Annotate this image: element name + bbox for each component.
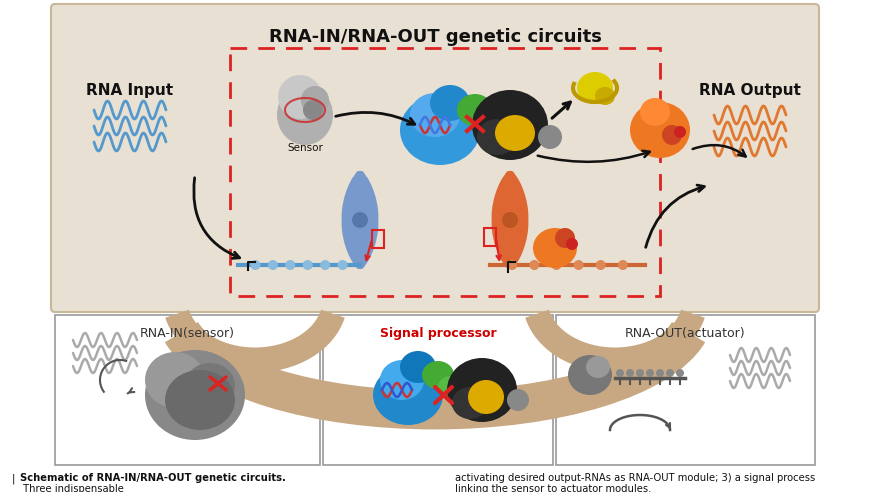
Ellipse shape (352, 212, 368, 228)
Ellipse shape (573, 260, 583, 270)
Ellipse shape (491, 171, 516, 229)
Text: RNA-IN/RNA-OUT genetic circuits: RNA-IN/RNA-OUT genetic circuits (269, 28, 600, 46)
Ellipse shape (617, 260, 627, 270)
Text: RNA-OUT(actuator): RNA-OUT(actuator) (625, 327, 745, 339)
Ellipse shape (554, 228, 574, 248)
Ellipse shape (675, 369, 683, 377)
Text: activating desired output-RNAs as RNA-OUT module; 3) a signal process: activating desired output-RNAs as RNA-OU… (454, 473, 814, 483)
Ellipse shape (250, 260, 260, 270)
Text: Schematic of RNA-IN/RNA-OUT genetic circuits.: Schematic of RNA-IN/RNA-OUT genetic circ… (20, 473, 286, 483)
Ellipse shape (501, 212, 517, 228)
Ellipse shape (373, 365, 442, 425)
Ellipse shape (661, 125, 681, 145)
Ellipse shape (551, 260, 561, 270)
Ellipse shape (302, 100, 322, 120)
Text: Signal processor: Signal processor (379, 327, 495, 339)
Ellipse shape (567, 355, 611, 395)
Ellipse shape (476, 119, 516, 155)
Ellipse shape (594, 87, 614, 105)
Ellipse shape (320, 260, 329, 270)
Ellipse shape (278, 75, 322, 119)
Text: |: | (12, 473, 18, 484)
Ellipse shape (337, 260, 348, 270)
Ellipse shape (615, 369, 623, 377)
Text: Sensor: Sensor (287, 143, 322, 153)
Ellipse shape (468, 380, 503, 414)
Ellipse shape (353, 171, 378, 229)
Ellipse shape (576, 72, 613, 104)
Ellipse shape (268, 260, 277, 270)
Ellipse shape (472, 90, 547, 160)
Ellipse shape (409, 93, 460, 137)
Ellipse shape (586, 356, 609, 378)
Ellipse shape (380, 360, 423, 400)
Ellipse shape (452, 387, 488, 419)
FancyBboxPatch shape (51, 4, 818, 312)
Bar (55, 315, 320, 465)
Ellipse shape (503, 211, 527, 269)
Text: RNA Output: RNA Output (699, 83, 800, 97)
Ellipse shape (301, 86, 328, 114)
Ellipse shape (437, 376, 461, 398)
Bar (483, 228, 495, 246)
Ellipse shape (655, 369, 663, 377)
Ellipse shape (145, 350, 245, 440)
Ellipse shape (302, 260, 312, 270)
Text: RNA Input: RNA Input (86, 83, 173, 97)
Bar (555, 315, 814, 465)
Ellipse shape (507, 260, 516, 270)
Bar (322, 315, 553, 465)
Text: linking the sensor to actuator modules.: linking the sensor to actuator modules. (454, 484, 651, 492)
Ellipse shape (533, 228, 576, 268)
Ellipse shape (494, 115, 534, 151)
Ellipse shape (635, 369, 643, 377)
Text: RNA-IN(sensor): RNA-IN(sensor) (140, 327, 235, 339)
Ellipse shape (342, 171, 366, 229)
Ellipse shape (629, 102, 689, 158)
Ellipse shape (503, 171, 527, 229)
Bar (372, 230, 383, 248)
Ellipse shape (145, 352, 205, 408)
Ellipse shape (491, 211, 516, 269)
Ellipse shape (537, 125, 561, 149)
Ellipse shape (528, 260, 539, 270)
Ellipse shape (285, 260, 295, 270)
Ellipse shape (185, 363, 235, 407)
Ellipse shape (666, 369, 673, 377)
Ellipse shape (342, 211, 366, 269)
Ellipse shape (400, 351, 435, 383)
Ellipse shape (566, 238, 577, 250)
Ellipse shape (640, 98, 669, 126)
Ellipse shape (429, 85, 469, 121)
Ellipse shape (276, 85, 333, 145)
Ellipse shape (165, 370, 235, 430)
Text: Three indispensable: Three indispensable (20, 484, 123, 492)
Ellipse shape (626, 369, 634, 377)
Ellipse shape (595, 260, 605, 270)
Bar (229, 48, 660, 296)
Ellipse shape (447, 358, 516, 422)
Ellipse shape (421, 361, 454, 389)
Ellipse shape (456, 94, 493, 126)
Ellipse shape (400, 95, 480, 165)
Ellipse shape (470, 111, 499, 135)
Ellipse shape (507, 389, 528, 411)
Ellipse shape (646, 369, 653, 377)
Ellipse shape (673, 126, 686, 138)
Ellipse shape (353, 211, 378, 269)
